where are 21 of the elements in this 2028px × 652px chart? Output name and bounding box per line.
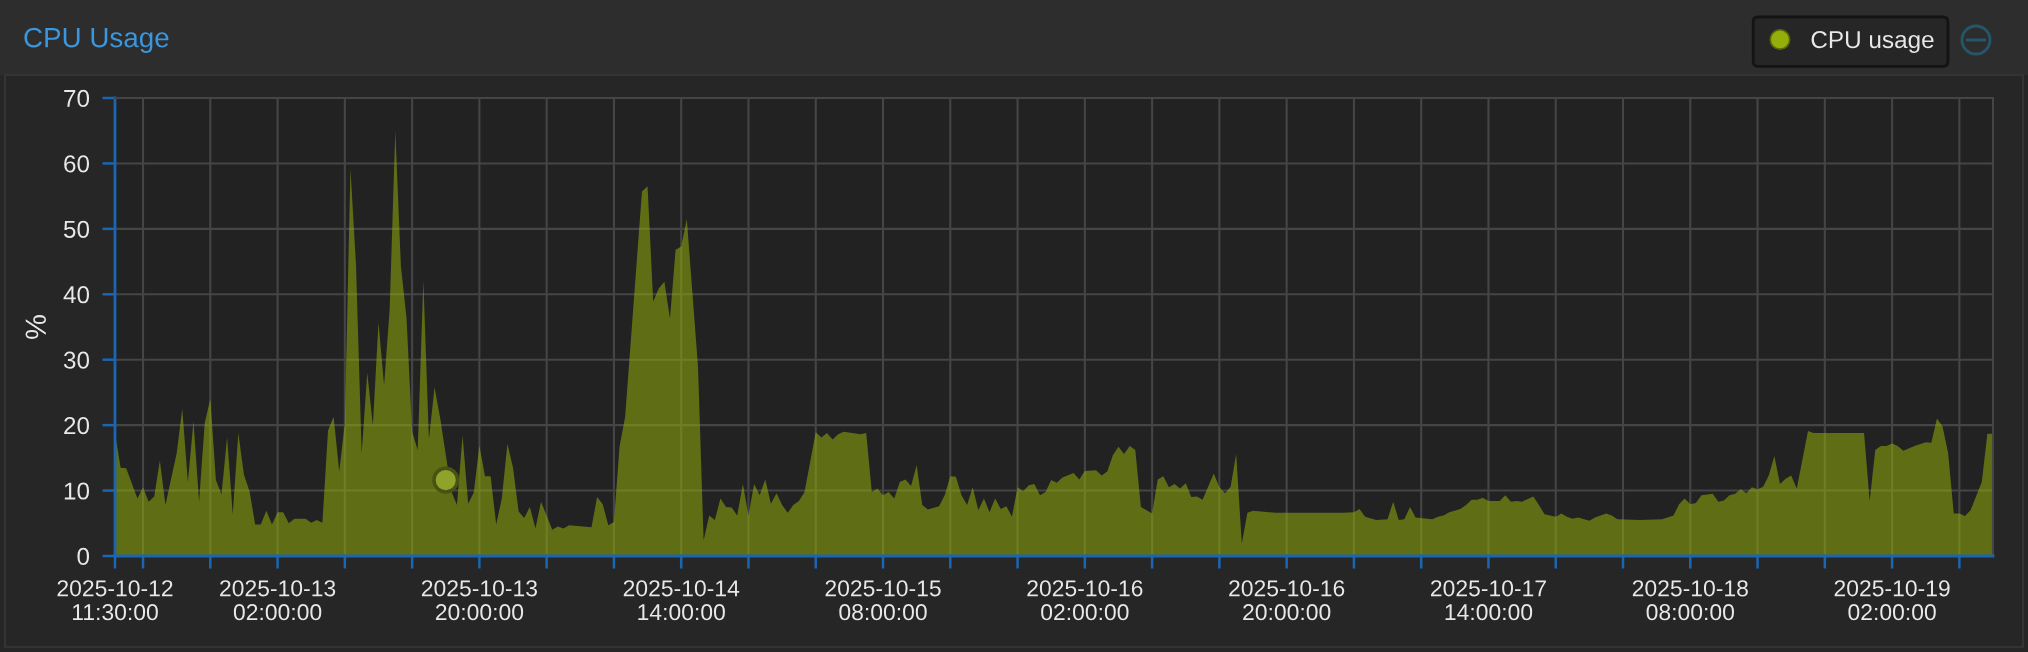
y-tick-label: 30 <box>63 351 90 369</box>
x-tick-label: 2025-10-16 02:00:00 <box>1027 580 1143 621</box>
x-tick-label: 2025-10-16 20:00:00 <box>1229 580 1345 621</box>
y-tick-label: 0 <box>77 547 90 566</box>
y-tick-label: 50 <box>63 220 90 238</box>
x-tick-label: 2025-10-14 14:00:00 <box>623 580 740 621</box>
x-tick-label: 2025-10-13 02:00:00 <box>220 580 336 621</box>
x-tick-label: 2025-10-19 02:00:00 <box>1834 580 1950 621</box>
y-tick-label: 60 <box>64 155 90 173</box>
x-tick-label: 2025-10-18 08:00:00 <box>1632 580 1748 621</box>
y-axis-title: % <box>25 315 46 339</box>
x-tick-label: 2025-10-12 11:30:00 <box>57 580 173 621</box>
y-tick-label: 20 <box>64 416 90 435</box>
legend-label: CPU usage <box>1811 31 1934 54</box>
y-tick-label: 10 <box>64 482 90 500</box>
x-tick-label: 2025-10-17 14:00:00 <box>1431 580 1546 621</box>
x-tick-label: 2025-10-15 08:00:00 <box>825 580 941 621</box>
y-tick-label: 70 <box>64 89 90 108</box>
y-tick-label: 40 <box>63 286 90 304</box>
x-tick-label: 2025-10-13 20:00:00 <box>421 580 537 621</box>
chart-title: CPU Usage <box>24 27 169 53</box>
